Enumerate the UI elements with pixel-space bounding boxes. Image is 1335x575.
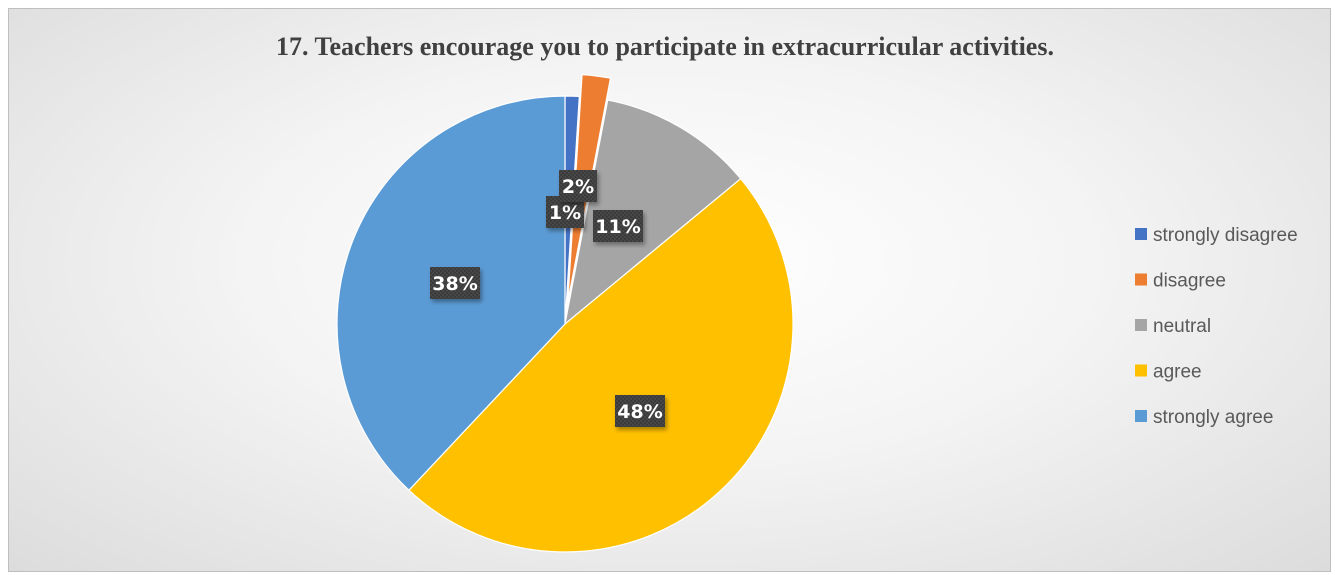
legend-label: agree [1153,362,1202,383]
data-label-neutral: 11% [593,210,643,242]
legend-swatch [1135,410,1147,422]
legend-item-neutral: neutral [1135,316,1211,337]
data-label-agree: 48% [615,395,665,427]
legend-item-agree: agree [1135,362,1202,383]
svg-text:38%: 38% [432,273,477,295]
legend: strongly disagree disagree neutral agree str… [1135,225,1298,428]
legend-label: disagree [1153,271,1226,292]
legend-label: strongly agree [1153,407,1273,428]
chart-title: 17. Teachers encourage you to participat… [276,32,1054,61]
legend-swatch [1135,319,1147,331]
legend-item-strongly-disagree: strongly disagree [1135,225,1298,246]
data-label-strongly-agree: 38% [430,267,480,299]
legend-label: strongly disagree [1153,225,1298,246]
legend-swatch [1135,274,1147,286]
legend-swatch [1135,228,1147,240]
data-label-disagree: 2% [559,170,597,202]
svg-text:11%: 11% [595,216,640,238]
svg-text:48%: 48% [617,401,662,423]
legend-item-disagree: disagree [1135,271,1226,292]
legend-label: neutral [1153,316,1211,337]
svg-text:2%: 2% [562,176,594,198]
legend-item-strongly-agree: strongly agree [1135,407,1273,428]
legend-swatch [1135,365,1147,377]
svg-text:1%: 1% [549,202,581,224]
